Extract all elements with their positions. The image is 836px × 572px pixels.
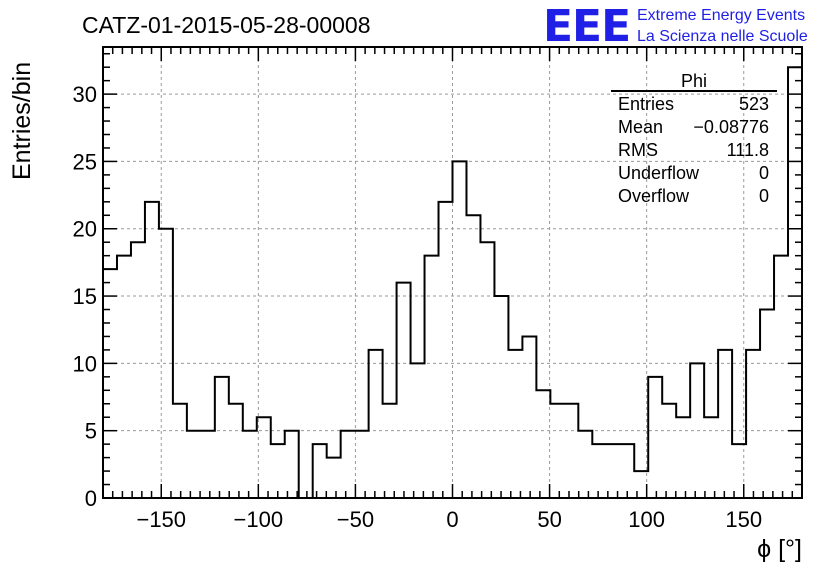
stats-row-label: Entries (618, 94, 674, 114)
stats-row-value: 0 (759, 163, 769, 183)
y-tick-labels: 0 5 10 15 20 25 30 (73, 82, 97, 511)
x-tick-label: 100 (628, 507, 665, 532)
stats-row-value: 111.8 (727, 140, 769, 160)
axis-ticks (103, 47, 802, 499)
x-tick-label: −100 (234, 507, 284, 532)
histogram-outline (103, 66, 802, 499)
y-tick-label: 10 (73, 351, 97, 376)
stats-row-label: RMS (618, 140, 658, 160)
x-tick-label: 0 (446, 507, 458, 532)
stats-row-label: Overflow (618, 186, 690, 206)
chart-title: CATZ-01-2015-05-28-00008 (82, 12, 371, 38)
stats-row-value: 523 (739, 94, 769, 114)
x-tick-label: −50 (337, 507, 374, 532)
eee-logo: EEE Extreme Energy Events La Scienza nel… (543, 1, 808, 52)
logo-line-1: Extreme Energy Events (637, 7, 805, 24)
stats-row-value: −0.08776 (693, 117, 769, 137)
x-tick-labels: −150 −100 −50 0 50 100 150 (136, 507, 762, 532)
y-tick-label: 30 (73, 82, 97, 107)
y-axis-label: Entries/bin (8, 62, 36, 180)
stats-rows: Entries 523 Mean −0.08776 RMS 111.8 Underflow 0… (618, 94, 769, 206)
y-tick-label: 5 (85, 419, 97, 444)
stats-box: Phi Entries 523 Mean −0.08776 RMS 111.8 Underf… (611, 71, 777, 206)
logo-line-2: La Scienza nelle Scuole (637, 28, 808, 45)
y-tick-label: 25 (73, 149, 97, 174)
logo-mark: EEE (543, 1, 630, 52)
y-tick-label: 0 (85, 486, 97, 511)
x-axis-label: ϕ [°] (757, 535, 802, 563)
y-tick-label: 15 (73, 284, 97, 309)
y-tick-label: 20 (73, 217, 97, 242)
x-tick-label: −150 (136, 507, 186, 532)
stats-box-title: Phi (681, 71, 707, 91)
stats-row-label: Mean (618, 117, 663, 137)
stats-row-label: Underflow (618, 163, 700, 183)
stats-row-value: 0 (759, 186, 769, 206)
x-tick-label: 50 (537, 507, 561, 532)
x-tick-label: 150 (725, 507, 762, 532)
